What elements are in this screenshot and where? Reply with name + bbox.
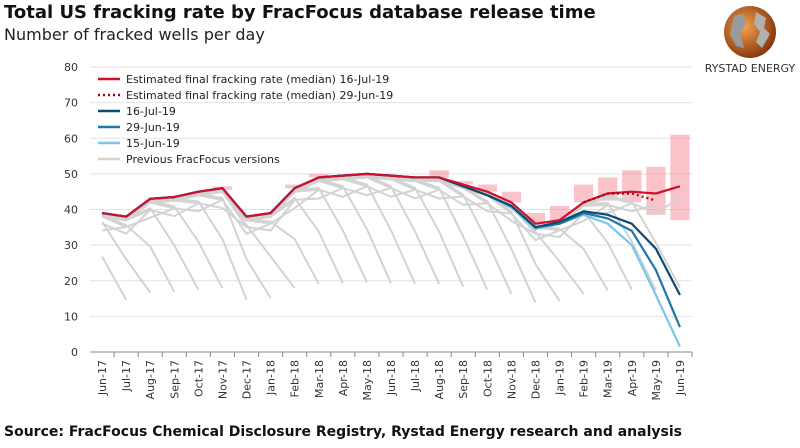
uncertainty-box (285, 184, 305, 189)
legend-label: 29-Jun-19 (126, 121, 180, 134)
uncertainty-box (501, 191, 522, 203)
x-tick-label: Aug-18 (433, 360, 446, 399)
previous-version-line (101, 174, 609, 291)
uncertainty-box (646, 166, 666, 215)
uncertainty-box (622, 170, 642, 203)
x-tick-label: Dec-17 (241, 360, 254, 399)
x-tick-label: Jun-18 (385, 360, 398, 396)
x-tick-label: Oct-17 (192, 360, 205, 397)
chart-title: Total US fracking rate by FracFocus data… (4, 2, 596, 23)
previous-version-line (101, 213, 176, 293)
x-tick-label: Jan-18 (265, 360, 278, 396)
x-tick-label: May-19 (650, 360, 663, 401)
previous-version-line (101, 197, 248, 301)
y-tick-label: 50 (64, 168, 78, 181)
x-tick-label: Apr-18 (337, 360, 350, 396)
globe-icon (724, 6, 776, 58)
uncertainty-box (477, 184, 497, 192)
uncertainty-box (429, 170, 449, 178)
legend-label: 16-Jul-19 (126, 105, 176, 118)
legend-label: 15-Jun-19 (126, 137, 180, 150)
x-tick-label: Jun-17 (96, 360, 109, 396)
y-tick-label: 80 (64, 61, 78, 74)
x-tick-label: Mar-19 (602, 360, 615, 398)
legend-label: Estimated final fracking rate (median) 1… (126, 73, 389, 86)
y-tick-label: 10 (64, 310, 78, 323)
x-tick-label: May-18 (361, 360, 374, 401)
x-tick-label: Feb-19 (578, 360, 591, 397)
x-tick-label: Sep-17 (168, 360, 181, 399)
x-tick-label: Sep-18 (457, 360, 470, 399)
chart-subtitle: Number of fracked wells per day (4, 25, 265, 44)
uncertainty-box (453, 181, 473, 185)
previous-version-line (101, 176, 681, 229)
previous-version-line (101, 174, 513, 295)
rystad-logo (704, 4, 800, 84)
uncertainty-box (670, 134, 690, 221)
previous-version-line (101, 174, 657, 291)
y-tick-label: 70 (64, 97, 78, 110)
x-tick-label: Nov-18 (505, 360, 518, 399)
uncertainty-box (525, 213, 546, 224)
previous-version-line (101, 178, 392, 284)
x-tick-label: Dec-18 (529, 360, 542, 399)
previous-version-line (101, 188, 296, 289)
x-tick-label: Jun-19 (674, 360, 687, 396)
x-tick-label: Jan-19 (554, 360, 567, 396)
previous-version-line (101, 209, 151, 235)
x-tick-label: Oct-18 (481, 360, 494, 397)
y-tick-label: 40 (64, 204, 78, 217)
series-line (101, 172, 681, 296)
x-tick-label: Aug-17 (144, 360, 157, 399)
source-note: Source: FracFocus Chemical Disclosure Re… (4, 424, 682, 440)
uncertainty-box (574, 184, 594, 203)
x-tick-label: Feb-18 (289, 360, 302, 397)
logo-text: RYSTAD ENERGY (704, 62, 796, 75)
x-tick-label: Jul-18 (409, 360, 422, 392)
previous-version-line (101, 221, 152, 294)
y-tick-label: 30 (64, 239, 78, 252)
y-tick-label: 60 (64, 132, 78, 145)
previous-version-line (101, 256, 127, 301)
x-tick-label: Nov-17 (216, 360, 229, 399)
y-tick-label: 0 (71, 346, 78, 359)
x-tick-label: Apr-19 (626, 360, 639, 396)
x-tick-label: Jul-17 (120, 360, 133, 392)
legend-label: Previous FracFocus versions (126, 153, 280, 166)
previous-version-line (101, 174, 681, 288)
uncertainty-box (309, 173, 329, 178)
y-tick-label: 20 (64, 275, 78, 288)
x-tick-label: Mar-18 (313, 360, 326, 398)
legend-label: Estimated final fracking rate (median) 2… (126, 89, 393, 102)
